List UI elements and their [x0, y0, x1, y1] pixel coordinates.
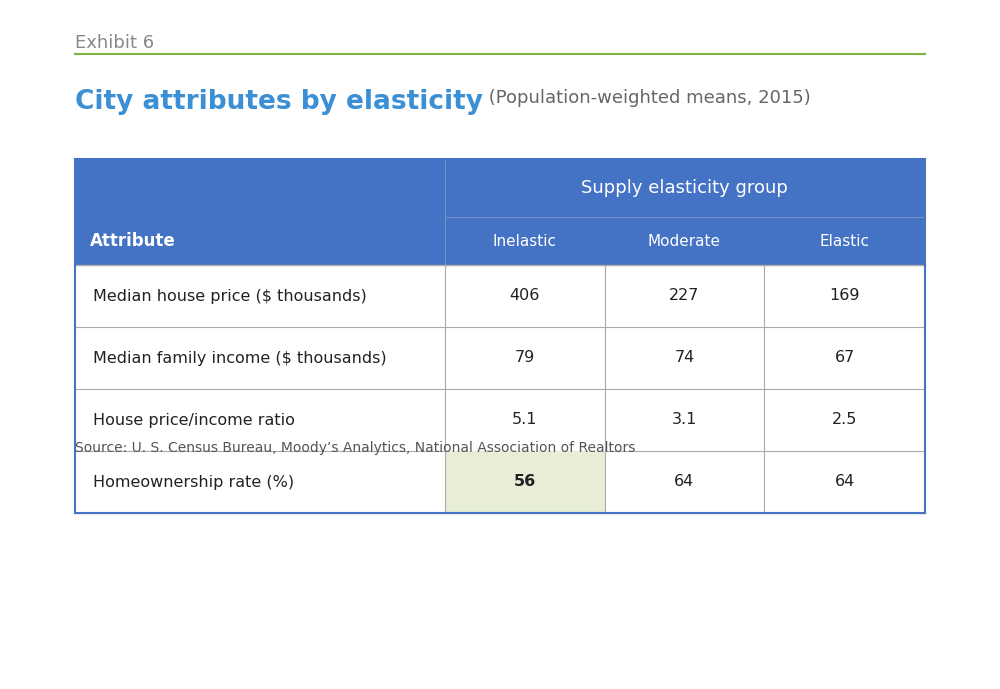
Bar	[75, 159, 925, 265]
Bar	[75, 265, 925, 327]
Text: 64: 64	[835, 475, 855, 489]
Text: Inelastic: Inelastic	[493, 234, 557, 249]
Text: 406: 406	[509, 289, 540, 303]
Text: City attributes by elasticity: City attributes by elasticity	[75, 89, 483, 115]
Text: Elastic: Elastic	[820, 234, 870, 249]
Bar	[75, 327, 925, 389]
Text: Supply elasticity group: Supply elasticity group	[581, 179, 788, 197]
Text: Exhibit 6: Exhibit 6	[75, 34, 154, 52]
Text: 3.1: 3.1	[672, 413, 697, 427]
Bar	[75, 389, 925, 451]
Bar	[75, 451, 925, 513]
Text: 64: 64	[674, 475, 695, 489]
Text: 5.1: 5.1	[512, 413, 537, 427]
Text: Median house price ($ thousands): Median house price ($ thousands)	[93, 289, 367, 303]
Text: Homeownership rate (%): Homeownership rate (%)	[93, 475, 294, 489]
Text: 2.5: 2.5	[832, 413, 857, 427]
Text: (Population-weighted means, 2015): (Population-weighted means, 2015)	[483, 89, 811, 107]
Text: Attribute: Attribute	[90, 232, 176, 250]
Text: 67: 67	[835, 351, 855, 365]
Bar	[445, 451, 605, 513]
Text: 56: 56	[514, 475, 536, 489]
Text: Median family income ($ thousands): Median family income ($ thousands)	[93, 351, 387, 365]
Text: 169: 169	[829, 289, 860, 303]
Text: 74: 74	[674, 351, 695, 365]
Text: Source: U. S. Census Bureau, Moody’s Analytics, National Association of Realtors: Source: U. S. Census Bureau, Moody’s Ana…	[75, 441, 635, 455]
Text: Moderate: Moderate	[648, 234, 721, 249]
Bar	[75, 159, 925, 513]
Text: 79: 79	[515, 351, 535, 365]
Text: 227: 227	[669, 289, 700, 303]
Text: House price/income ratio: House price/income ratio	[93, 413, 295, 427]
